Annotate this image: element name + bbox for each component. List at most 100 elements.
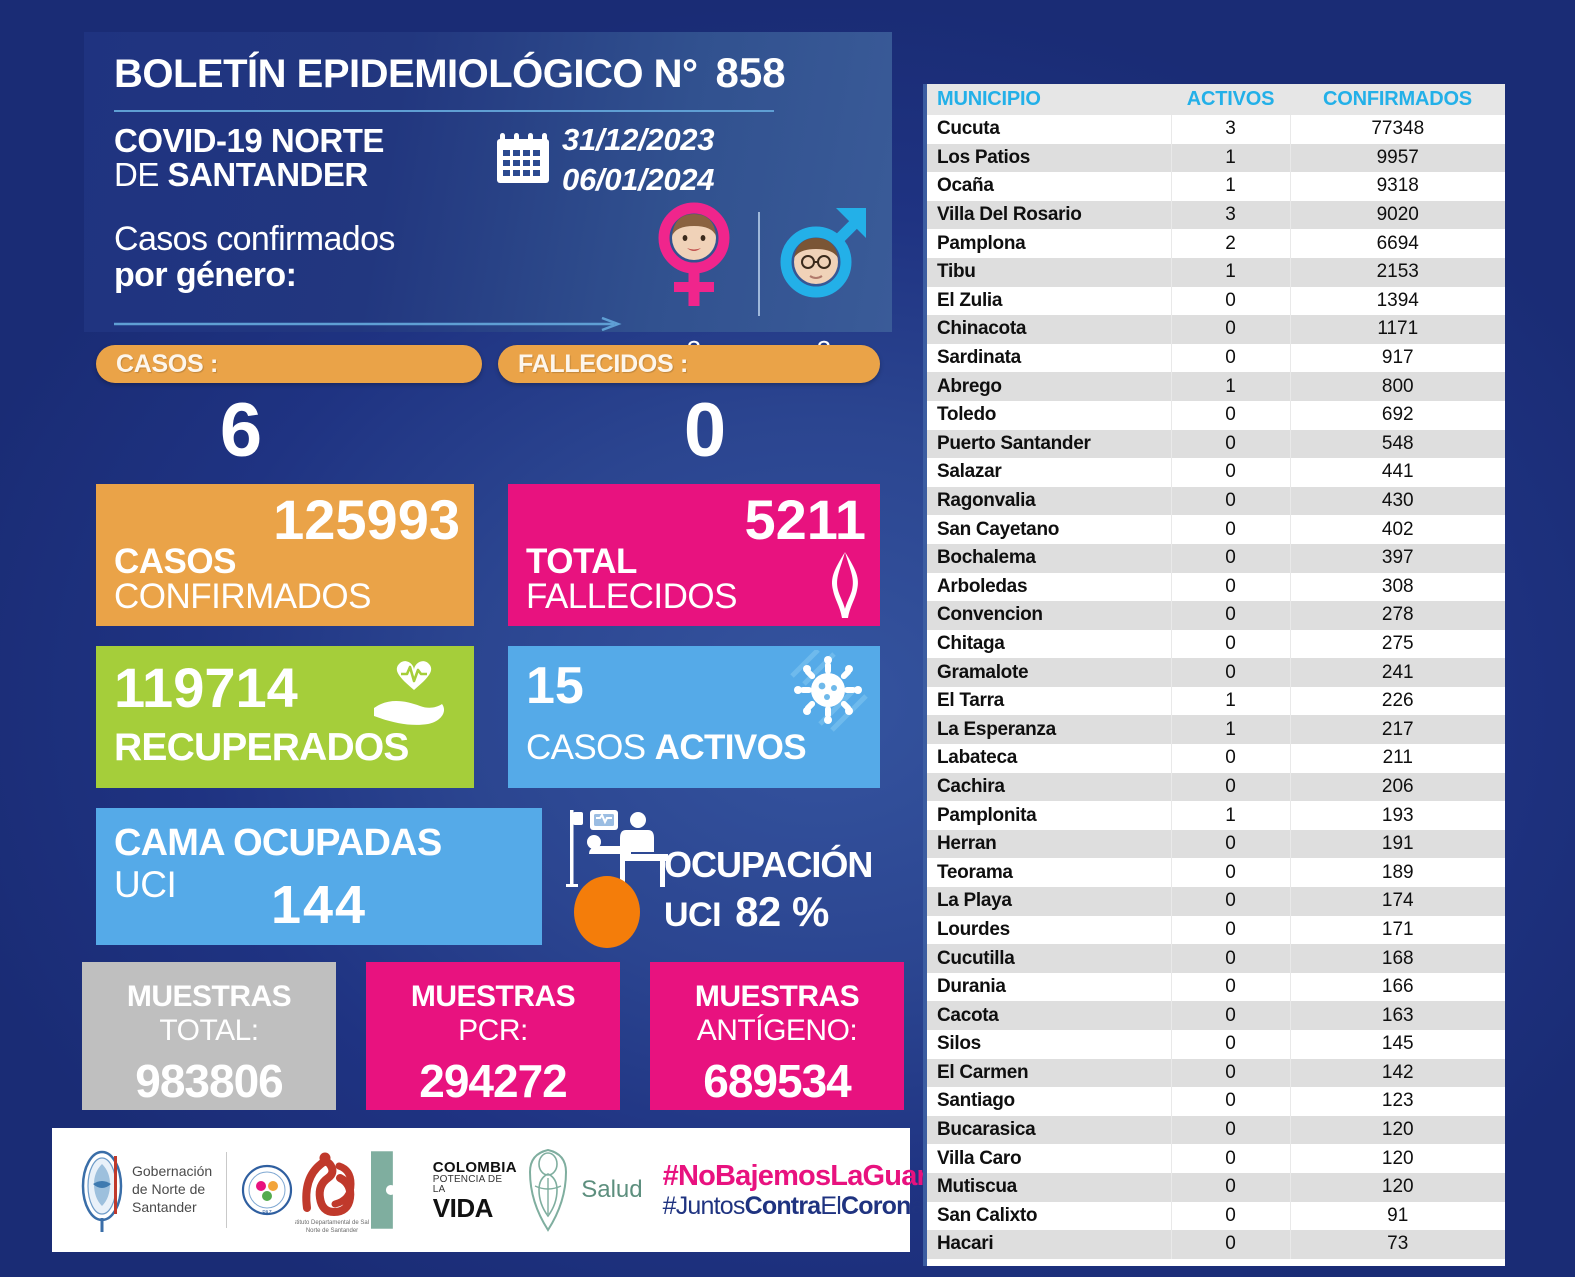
colombia-wave-icon: [371, 1151, 419, 1229]
table-row[interactable]: Gramalote 0 241: [927, 658, 1505, 687]
minsalud-logo: Salud: [519, 1142, 643, 1238]
table-row[interactable]: Labateca 0 211: [927, 744, 1505, 773]
gobernacion-line-3: Santander: [132, 1198, 197, 1215]
table-row[interactable]: Puerto Santander 0 548: [927, 429, 1505, 459]
cell-municipio: Sardinata: [927, 343, 1172, 373]
table-row[interactable]: Villa Del Rosario 3 9020: [927, 200, 1505, 230]
table-row[interactable]: Cacota 0 163: [927, 1001, 1505, 1030]
table-row[interactable]: Arboledas 0 308: [927, 572, 1505, 602]
minsalud-crest-icon: [529, 1148, 568, 1232]
cell-municipio: Mutiscua: [927, 1172, 1172, 1202]
gobernacion-line-1: Gobernación: [132, 1163, 213, 1180]
table-row[interactable]: Cachira 0 206: [927, 772, 1505, 802]
casos-confirmados-label-bold: CASOS: [114, 542, 236, 581]
colombia-line-1: COLOMBIA: [432, 1158, 517, 1176]
arrow-right-icon: [114, 317, 622, 331]
table-row[interactable]: Bochalema 0 397: [927, 543, 1505, 573]
table-row[interactable]: Hacari 0 73: [927, 1230, 1505, 1259]
cell-municipio: Chinacota: [927, 315, 1172, 344]
table-row[interactable]: Abrego 1 800: [927, 372, 1505, 401]
cell-activos: 0: [1171, 286, 1291, 316]
svg-text:Instituto Departamental de Sal: Instituto Departamental de Salud: [295, 1220, 369, 1226]
card-muestras-antigeno: MUESTRAS ANTÍGENO: 689534: [650, 962, 904, 1110]
paz-seal-icon: PAZ: [242, 1164, 293, 1216]
cell-confirmados: 120: [1290, 1172, 1505, 1202]
cell-activos: 0: [1171, 1030, 1291, 1059]
cell-municipio: El Carmen: [927, 1058, 1172, 1088]
gender-breakdown: 3 3: [644, 200, 874, 365]
table-row[interactable]: Herran 0 191: [927, 829, 1505, 859]
table-row[interactable]: Silos 0 145: [927, 1030, 1505, 1059]
cell-municipio: Santiago: [927, 1087, 1172, 1116]
cell-confirmados: 441: [1290, 458, 1505, 487]
table-row[interactable]: La Esperanza 1 217: [927, 715, 1505, 745]
table-row[interactable]: Chitaga 0 275: [927, 629, 1505, 659]
table-row[interactable]: Villa Caro 0 120: [927, 1144, 1505, 1173]
cell-municipio: Puerto Santander: [927, 429, 1172, 459]
table-row[interactable]: El Carmen 0 142: [927, 1058, 1505, 1088]
table-row[interactable]: Cucuta 3 77348: [927, 115, 1505, 144]
cell-activos: 1: [1171, 372, 1291, 401]
table-row[interactable]: Sardinata 0 917: [927, 343, 1505, 373]
table-row[interactable]: Tibu 1 2153: [927, 257, 1505, 287]
cell-confirmados: 189: [1290, 858, 1505, 888]
column-header-activos[interactable]: ACTIVOS: [1171, 84, 1290, 115]
date-to: 06/01/2024: [562, 161, 715, 197]
cell-confirmados: 217: [1290, 715, 1505, 745]
table-row[interactable]: Chinacota 0 1171: [927, 315, 1505, 344]
cell-municipio: Chitaga: [927, 629, 1172, 659]
subtitle-line-2: DE SANTANDER: [114, 155, 544, 193]
table-row[interactable]: Los Patios 1 9957: [927, 143, 1505, 173]
table-row[interactable]: Pamplonita 1 193: [927, 801, 1505, 830]
casos-new-value: 6: [219, 388, 263, 473]
cell-municipio: Teorama: [927, 858, 1172, 888]
table-row[interactable]: Salazar 0 441: [927, 458, 1505, 487]
municipios-table-container[interactable]: MUNICIPIO ACTIVOS CONFIRMADOS Cucuta 3 773…: [923, 84, 1505, 1266]
table-row[interactable]: Mutiscua 0 120: [927, 1172, 1505, 1202]
table-row[interactable]: Convencion 0 278: [927, 601, 1505, 630]
cell-activos: 0: [1171, 1144, 1291, 1173]
orange-status-dot: [574, 876, 640, 948]
cell-confirmados: 120: [1290, 1144, 1505, 1173]
female-gender-icon: [658, 202, 730, 306]
casos-pill-label: CASOS :: [116, 349, 219, 378]
table-row[interactable]: San Calixto 0 91: [927, 1201, 1505, 1231]
cell-activos: 0: [1171, 601, 1291, 630]
cell-activos: 1: [1171, 257, 1291, 287]
table-row[interactable]: El Zulia 0 1394: [927, 286, 1505, 316]
table-row[interactable]: Durania 0 166: [927, 972, 1505, 1002]
cell-activos: 1: [1171, 801, 1291, 830]
table-row[interactable]: Pamplona 2 6694: [927, 229, 1505, 258]
table-row[interactable]: Ragonvalia 0 430: [927, 486, 1505, 516]
table-row[interactable]: Bucarasica 0 120: [927, 1115, 1505, 1145]
cell-activos: 1: [1171, 686, 1291, 716]
table-row[interactable]: Teorama 0 189: [927, 858, 1505, 888]
table-row[interactable]: El Tarra 1 226: [927, 686, 1505, 716]
table-row[interactable]: La Playa 0 174: [927, 887, 1505, 916]
hospital-bed-patient-icon: [566, 810, 668, 887]
column-header-municipio[interactable]: MUNICIPIO: [927, 84, 1171, 115]
camas-label-line-1: CAMA OCUPADAS: [114, 822, 442, 864]
table-row[interactable]: Lourdes 0 171: [927, 915, 1505, 945]
cell-municipio: Pamplonita: [927, 801, 1172, 830]
subtitle-department: SANTANDER: [167, 155, 369, 193]
cell-activos: 0: [1171, 315, 1291, 344]
cell-activos: 2: [1171, 229, 1291, 258]
subtitle-prefix: DE: [114, 155, 168, 193]
ocupacion-uci-value: 82 %: [735, 888, 829, 935]
cell-municipio: Ragonvalia: [927, 486, 1172, 516]
cell-confirmados: 241: [1290, 658, 1505, 687]
cell-activos: 0: [1171, 543, 1291, 573]
casos-confirmados-value: 125993: [273, 488, 460, 551]
cell-confirmados: 692: [1290, 400, 1505, 430]
column-header-confirmados[interactable]: CONFIRMADOS: [1290, 84, 1505, 115]
total-fallecidos-label: TOTAL FALLECIDOS: [526, 544, 737, 614]
cell-municipio: Tibu: [927, 257, 1172, 287]
table-row[interactable]: San Cayetano 0 402: [927, 515, 1505, 544]
cell-confirmados: 123: [1290, 1087, 1505, 1116]
cell-activos: 0: [1171, 829, 1291, 859]
table-row[interactable]: Santiago 0 123: [927, 1087, 1505, 1116]
table-row[interactable]: Ocaña 1 9318: [927, 172, 1505, 201]
table-row[interactable]: Cucutilla 0 168: [927, 944, 1505, 973]
table-row[interactable]: Toledo 0 692: [927, 400, 1505, 430]
